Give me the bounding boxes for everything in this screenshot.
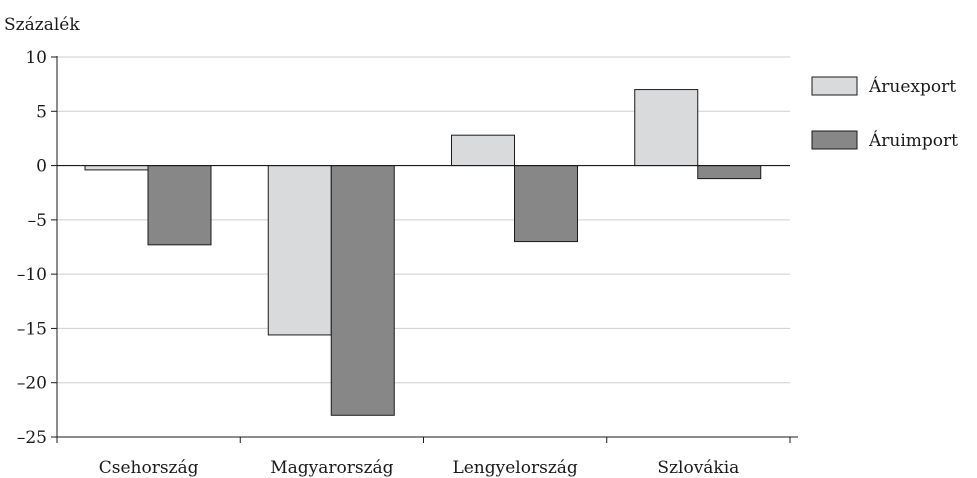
y-tick-label: –25 (17, 428, 47, 448)
y-tick-label: 0 (36, 157, 47, 177)
x-tick-label: Csehország (99, 458, 199, 478)
bars (84, 89, 762, 416)
bar-aruimport (697, 165, 762, 180)
y-tick-label: 5 (36, 102, 47, 122)
y-tick-label: –20 (17, 374, 47, 394)
y-tick-label: –5 (28, 211, 47, 231)
bar-aruimport (147, 165, 212, 246)
bar-aruexport (634, 89, 699, 167)
y-axis-label: Százalék (4, 15, 80, 35)
bar-aruexport (451, 134, 515, 167)
bar-aruimport (514, 165, 578, 243)
x-tick-label: Lengyelország (452, 458, 577, 478)
bar-aruimport (330, 165, 395, 416)
y-tick-label: –15 (17, 319, 47, 339)
legend-label: Áruimport (868, 130, 958, 151)
axes: 10 5 0 –5 –10 –15 –20 –25 Csehország Magyarország… (17, 48, 798, 478)
x-tick-label: Szlovákia (657, 458, 739, 478)
bar-aruexport (267, 165, 332, 336)
bar-aruexport (84, 165, 149, 171)
legend-swatch (811, 76, 858, 96)
legend-label: Áruexport (868, 76, 956, 97)
y-tick-label: –10 (17, 265, 47, 285)
x-tick-label: Magyarország (270, 458, 393, 478)
y-tick-label: 10 (25, 48, 47, 68)
legend: Áruexport Áruimport (811, 76, 958, 151)
legend-swatch (811, 130, 858, 150)
